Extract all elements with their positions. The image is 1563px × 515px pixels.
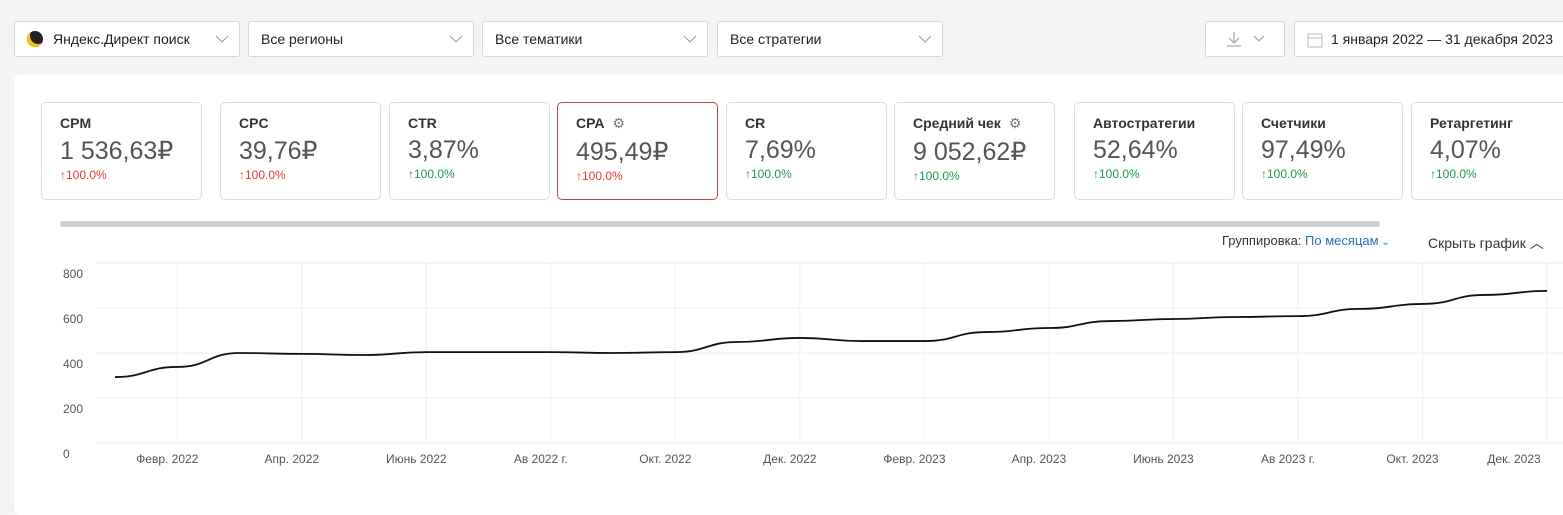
x-tick-label: Апр. 2022 <box>265 452 320 466</box>
grouping: Группировка: По месяцам ⌄ <box>1222 233 1390 248</box>
metric-change: ↑100.0% <box>913 169 960 183</box>
metric-name: Средний чек ⚙ <box>913 115 1054 132</box>
settings-icon: ⚙ <box>612 115 626 131</box>
x-tick-label: Окт. 2023 <box>1386 452 1439 466</box>
metric-card[interactable]: Автостратегии 52,64% ↑100.0% <box>1074 102 1235 200</box>
metric-value: 1 536,63₽ <box>60 137 174 165</box>
download-button[interactable] <box>1205 21 1285 57</box>
metric-name-text: Автостратегии <box>1093 115 1196 131</box>
dropdown-arrow <box>918 35 932 43</box>
metric-card[interactable]: Средний чек ⚙ 9 052,62₽ ↑100.0% <box>894 102 1055 200</box>
metric-name-text: CPC <box>239 115 269 131</box>
metric-name: CPM <box>60 115 201 131</box>
filter[interactable]: Все стратегии <box>717 21 943 57</box>
metric-name: Ретаргетинг <box>1430 115 1563 131</box>
chart: 0 200 400 600 800 Февр. 2022 Апр. 2022 Июнь 202… <box>63 262 1563 466</box>
filter[interactable]: Все регионы <box>248 21 474 57</box>
y-tick-label: 0 <box>63 447 70 461</box>
metric-name: Счетчики <box>1261 115 1402 131</box>
y-tick-label: 200 <box>63 402 83 416</box>
filter-text: Все регионы <box>261 31 344 47</box>
metric-change: ↑100.0% <box>1261 167 1308 181</box>
calendar-icon <box>1307 33 1323 48</box>
metric-name: Автостратегии <box>1093 115 1234 131</box>
metric-value: 4,07% <box>1430 136 1501 164</box>
x-tick-label: Июнь 2022 <box>386 452 447 466</box>
metric-change: ↑100.0% <box>1093 167 1140 181</box>
filter-text: Все тематики <box>495 31 583 47</box>
source-icon <box>27 31 43 47</box>
y-tick-label: 400 <box>63 357 83 371</box>
download-icon <box>1227 32 1265 47</box>
metric-value: 3,87% <box>408 136 479 164</box>
metric-card[interactable]: CPM 1 536,63₽ ↑100.0% <box>41 102 202 200</box>
metric-change: ↑100.0% <box>408 167 455 181</box>
metric-value: 7,69% <box>745 136 816 164</box>
metric-name-text: Ретаргетинг <box>1430 115 1513 131</box>
x-tick-label: Дек. 2022 <box>763 452 817 466</box>
metric-name-text: Счетчики <box>1261 115 1326 131</box>
x-tick-label: Окт. 2022 <box>639 452 692 466</box>
dropdown-arrow <box>683 35 697 43</box>
x-tick-label: Дек. 2023 <box>1487 452 1541 466</box>
filter[interactable]: Яндекс.Директ поиск <box>14 21 240 57</box>
x-tick-label: Апр. 2023 <box>1012 452 1067 466</box>
metric-name-text: CTR <box>408 115 437 131</box>
metric-name: CR <box>745 115 886 131</box>
metric-name: CPA ⚙ <box>576 115 717 132</box>
metric-card[interactable]: CR 7,69% ↑100.0% <box>726 102 887 200</box>
hide-chart-text: Скрыть график <box>1428 235 1526 251</box>
data-line <box>114 290 1548 378</box>
x-tick-label: Ав 2022 г. <box>514 452 568 466</box>
scrollbar[interactable] <box>60 221 1380 227</box>
metric-name-text: CR <box>745 115 766 131</box>
date-range: 1 января 2022 — 31 декабря 2023 <box>1331 31 1553 47</box>
metric-change: ↑100.0% <box>745 167 792 181</box>
metric-card[interactable]: Ретаргетинг 4,07% ↑100.0% <box>1411 102 1563 200</box>
metric-value: 97,49% <box>1261 136 1346 164</box>
metric-change: ↑100.0% <box>60 168 107 182</box>
metric-name: CTR <box>408 115 549 131</box>
metric-name: CPC <box>239 115 380 131</box>
metric-card[interactable]: CTR 3,87% ↑100.0% <box>389 102 550 200</box>
metric-name-text: CPA <box>576 115 605 131</box>
x-tick-label: Ав 2023 г. <box>1261 452 1315 466</box>
metric-card[interactable]: CPC 39,76₽ ↑100.0% <box>220 102 381 200</box>
grouping-value[interactable]: По месяцам <box>1305 233 1379 248</box>
filter[interactable]: Все тематики <box>482 21 708 57</box>
metric-value: 39,76₽ <box>239 137 318 165</box>
metric-value: 495,49₽ <box>576 138 669 166</box>
y-tick-label: 800 <box>63 267 83 281</box>
date-picker[interactable]: 1 января 2022 — 31 декабря 2023 <box>1294 21 1563 57</box>
dropdown-arrow <box>215 35 229 43</box>
x-tick-label: Февр. 2022 <box>136 452 199 466</box>
metric-value: 52,64% <box>1093 136 1178 164</box>
metric-card[interactable]: CPA ⚙ 495,49₽ ↑100.0% <box>557 102 718 200</box>
metric-value: 9 052,62₽ <box>913 138 1027 166</box>
metric-change: ↑100.0% <box>576 169 623 183</box>
hide-chart[interactable]: Скрыть график ︿ <box>1428 235 1544 251</box>
x-tick-label: Июнь 2023 <box>1133 452 1194 466</box>
metric-change: ↑100.0% <box>1430 167 1477 181</box>
x-tick-label: Февр. 2023 <box>883 452 946 466</box>
filter-text: Все стратегии <box>730 31 822 47</box>
metric-name-text: Средний чек <box>913 115 1001 131</box>
metric-change: ↑100.0% <box>239 168 286 182</box>
metric-card[interactable]: Счетчики 97,49% ↑100.0% <box>1242 102 1403 200</box>
grouping-label: Группировка: <box>1222 233 1302 248</box>
filter-text: Яндекс.Директ поиск <box>53 31 190 47</box>
metric-name-text: CPM <box>60 115 92 131</box>
y-tick-label: 600 <box>63 312 83 326</box>
dropdown-arrow <box>449 35 463 43</box>
settings-icon: ⚙ <box>1008 115 1022 131</box>
